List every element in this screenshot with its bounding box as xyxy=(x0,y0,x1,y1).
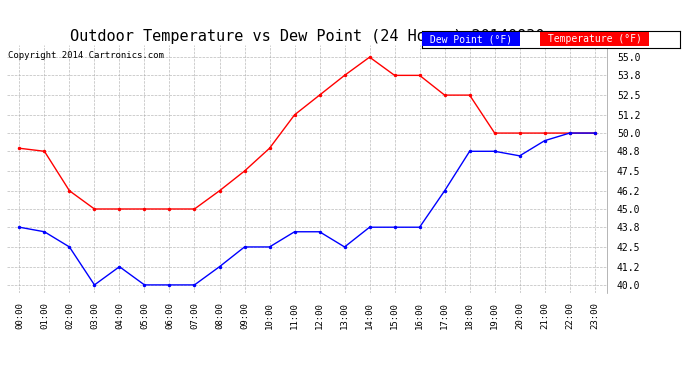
Text: Temperature (°F): Temperature (°F) xyxy=(542,34,647,44)
Text: Dew Point (°F): Dew Point (°F) xyxy=(424,34,518,44)
Title: Outdoor Temperature vs Dew Point (24 Hours) 20140930: Outdoor Temperature vs Dew Point (24 Hou… xyxy=(70,29,544,44)
Text: Copyright 2014 Cartronics.com: Copyright 2014 Cartronics.com xyxy=(8,51,164,60)
